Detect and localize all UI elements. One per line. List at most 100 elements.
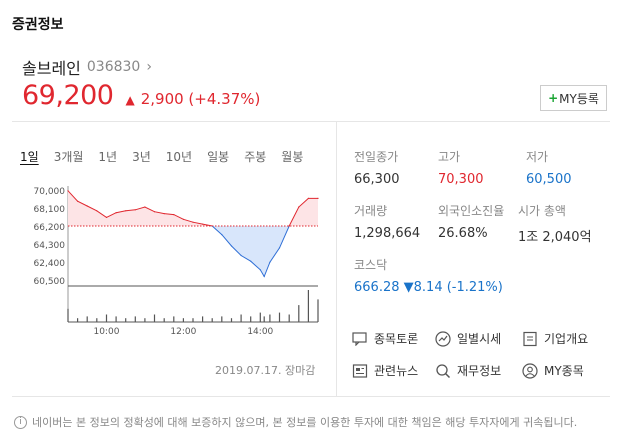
price-area-up [68, 190, 318, 226]
volume-bar [115, 316, 117, 322]
price-point [230, 245, 233, 247]
volume-bar [182, 318, 184, 322]
stock-name[interactable]: 솔브레인 [22, 59, 81, 78]
volume-bar [153, 314, 156, 322]
divider [12, 121, 610, 122]
info-icon: i [14, 415, 27, 429]
price-area-down [68, 226, 318, 277]
stat-label: 시가 총액 [518, 204, 566, 218]
period-tabs: 1일 3개월 1년 3년 10년 일봉 주봉 월봉 [20, 148, 318, 165]
divider [12, 396, 610, 397]
price-point [263, 275, 265, 278]
my-register-button[interactable]: + MY등록 [540, 85, 607, 111]
volume-bar [221, 316, 223, 322]
section-title: 증권정보 [12, 17, 64, 33]
kosdaq-values: 666.28 ▼8.14 (-1.21%) [354, 280, 503, 295]
link-related-news[interactable]: 관련뉴스 [352, 362, 418, 379]
tab-3month[interactable]: 3개월 [53, 150, 84, 164]
volume-bar [86, 316, 88, 322]
y-tick-label: 70,000 [34, 187, 66, 197]
up-arrow-icon: ▲ [125, 93, 135, 107]
tab-3year[interactable]: 3년 [132, 150, 151, 164]
y-tick-label: 60,500 [34, 277, 66, 287]
chevron-right-icon[interactable]: › [146, 59, 152, 75]
volume-bar [278, 312, 281, 322]
link-discussion[interactable]: 종목토론 [352, 330, 418, 347]
link-label: 관련뉴스 [374, 364, 419, 378]
stat-value: 1,298,664 [354, 226, 421, 241]
volume-bar [202, 316, 204, 322]
volume-bar [240, 314, 242, 322]
volume-bar [317, 299, 319, 322]
stat-value: 1조 2,040억 [518, 230, 592, 245]
link-financials[interactable]: 재무정보 [435, 362, 501, 379]
volume-bar [96, 318, 98, 322]
price-point [182, 218, 184, 220]
price-point [240, 254, 242, 257]
intraday-chart[interactable]: 70,000 68,100 66,200 64,300 62,400 60,500 10:0… [12, 176, 322, 336]
price-line-down [209, 226, 290, 278]
price-point [67, 190, 69, 192]
stat-label: 저가 [526, 150, 549, 164]
disclaimer-text: 네이버는 본 정보의 정확성에 대해 보증하지 않으며, 본 정보를 이용한 투… [32, 416, 578, 429]
volume-bar [288, 314, 290, 322]
price-point [105, 216, 108, 218]
stat-value: 60,500 [526, 172, 572, 187]
link-my-stocks[interactable]: MY종목 [522, 362, 584, 379]
tab-daily-candle[interactable]: 일봉 [207, 150, 230, 164]
volume-bar [77, 318, 79, 322]
stat-market-cap: 시가 총액 1조 2,040억 [518, 202, 592, 245]
volume-bar [259, 312, 261, 322]
price-point [77, 200, 79, 202]
link-label: 일별시세 [457, 332, 502, 346]
tab-10year[interactable]: 10년 [165, 150, 193, 164]
volume-bar [173, 316, 175, 322]
volume-bar [105, 314, 108, 322]
link-label: MY종목 [544, 364, 584, 378]
stat-volume: 거래량 1,298,664 [354, 202, 420, 241]
tab-monthly-candle[interactable]: 월봉 [281, 150, 304, 164]
link-label: 기업개요 [544, 332, 589, 346]
volume-bar [192, 318, 194, 322]
stat-label: 거래량 [354, 204, 388, 218]
stat-label: 코스닥 [354, 258, 388, 272]
search-icon [436, 363, 451, 378]
volume-bar [298, 305, 300, 322]
news-icon [352, 363, 368, 378]
stat-value: 70,300 [438, 172, 484, 187]
price-point [192, 221, 194, 223]
price-point [269, 261, 271, 263]
stock-header[interactable]: 솔브레인 036830 › [22, 55, 152, 79]
tab-1year[interactable]: 1년 [98, 150, 118, 164]
current-price: 69,200 [22, 80, 114, 111]
link-daily-price[interactable]: 일별시세 [435, 330, 501, 347]
volume-bar [67, 308, 69, 322]
my-register-label: MY등록 [559, 91, 599, 106]
price-point [298, 206, 300, 208]
price-point [278, 247, 281, 249]
price-point [250, 260, 252, 262]
volume-bar [230, 318, 233, 322]
plus-icon: + [548, 91, 559, 105]
divider [336, 122, 337, 396]
price-point [96, 210, 98, 212]
stat-prev-close: 전일종가 66,300 [354, 148, 400, 187]
tab-weekly-candle[interactable]: 주봉 [244, 150, 267, 164]
link-company-overview[interactable]: 기업개요 [522, 330, 588, 347]
link-label: 종목토론 [374, 332, 419, 346]
price-point [125, 210, 127, 212]
volume-bar [211, 318, 213, 322]
disclaimer: i 네이버는 본 정보의 정확성에 대해 보증하지 않으며, 본 정보를 이용한… [14, 414, 577, 430]
x-tick-label: 12:00 [170, 327, 196, 336]
volume-bar [125, 318, 127, 322]
link-label: 재무정보 [457, 364, 502, 378]
document-icon [523, 331, 537, 346]
price-point [317, 197, 319, 199]
speech-bubble-icon [352, 331, 367, 346]
price-line-up [68, 190, 318, 226]
price-point [202, 223, 204, 225]
stat-low: 저가 60,500 [526, 148, 572, 187]
price-point [173, 214, 175, 216]
tab-1day[interactable]: 1일 [20, 150, 39, 164]
stat-kosdaq: 코스닥 666.28 ▼8.14 (-1.21%) [354, 256, 503, 295]
